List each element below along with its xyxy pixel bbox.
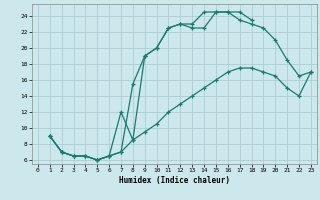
X-axis label: Humidex (Indice chaleur): Humidex (Indice chaleur) (119, 176, 230, 185)
